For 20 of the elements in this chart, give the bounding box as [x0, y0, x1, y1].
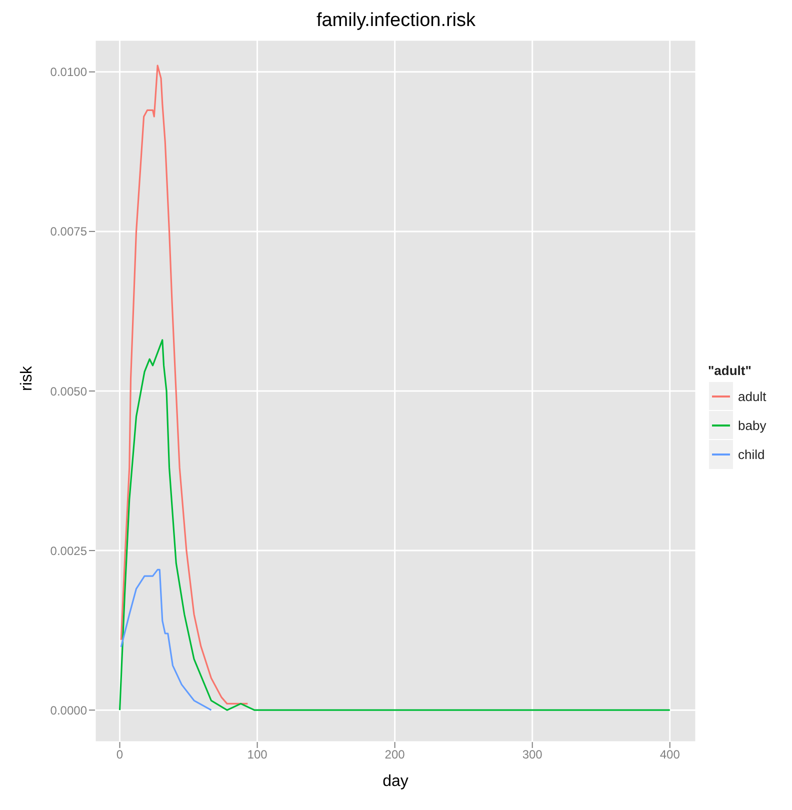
y-tick-label: 0.0050 — [50, 384, 88, 398]
y-tick-label: 0.0000 — [50, 703, 88, 718]
legend-label: child — [738, 447, 765, 462]
x-tick-label: 400 — [660, 748, 680, 762]
x-axis-title: day — [382, 773, 408, 790]
x-tick-label: 200 — [384, 748, 406, 762]
line-series — [120, 64, 248, 705]
x-tick-label: 100 — [247, 748, 268, 762]
y-tick-label: 0.0025 — [50, 544, 88, 558]
legend-label: baby — [738, 418, 766, 433]
legend-title: "adult" — [708, 363, 752, 378]
y-tick-label: 0.0100 — [50, 65, 88, 80]
chart-title: family.infection.risk — [315, 9, 477, 33]
x-tick-label: 300 — [522, 748, 543, 762]
y-tick-label: 0.0075 — [50, 224, 88, 239]
y-axis-title: risk — [18, 365, 36, 391]
line-series — [120, 568, 212, 711]
line-series — [118, 339, 671, 711]
x-tick-label: 0 — [116, 748, 124, 762]
legend-label: adult — [738, 389, 766, 404]
